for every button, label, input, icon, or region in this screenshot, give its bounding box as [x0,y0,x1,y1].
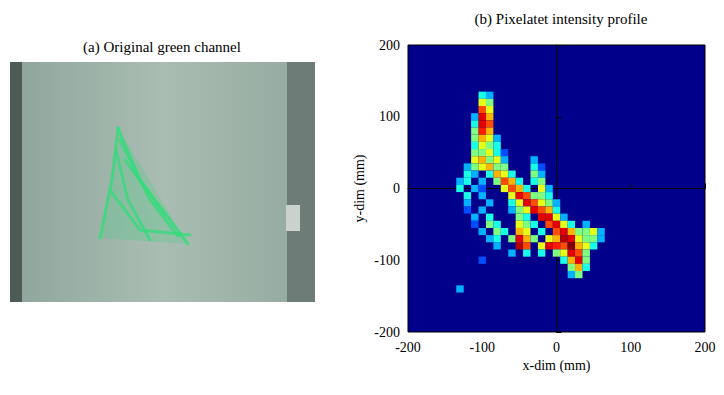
svg-text:200: 200 [379,38,400,53]
svg-text:(a) Original green channel: (a) Original green channel [83,39,241,56]
svg-text:(b) Pixelatet intensity profil: (b) Pixelatet intensity profile [475,11,648,28]
svg-text:-100: -100 [374,253,400,268]
svg-text:-100: -100 [469,340,495,355]
svg-text:0: 0 [553,340,560,355]
svg-text:100: 100 [379,109,400,124]
svg-text:x-dim (mm): x-dim (mm) [522,358,590,374]
svg-text:-200: -200 [395,340,421,355]
svg-text:0: 0 [393,181,400,196]
svg-text:100: 100 [620,340,641,355]
svg-text:-200: -200 [374,325,400,340]
svg-text:200: 200 [695,340,716,355]
svg-text:y-dim (mm): y-dim (mm) [352,154,368,222]
